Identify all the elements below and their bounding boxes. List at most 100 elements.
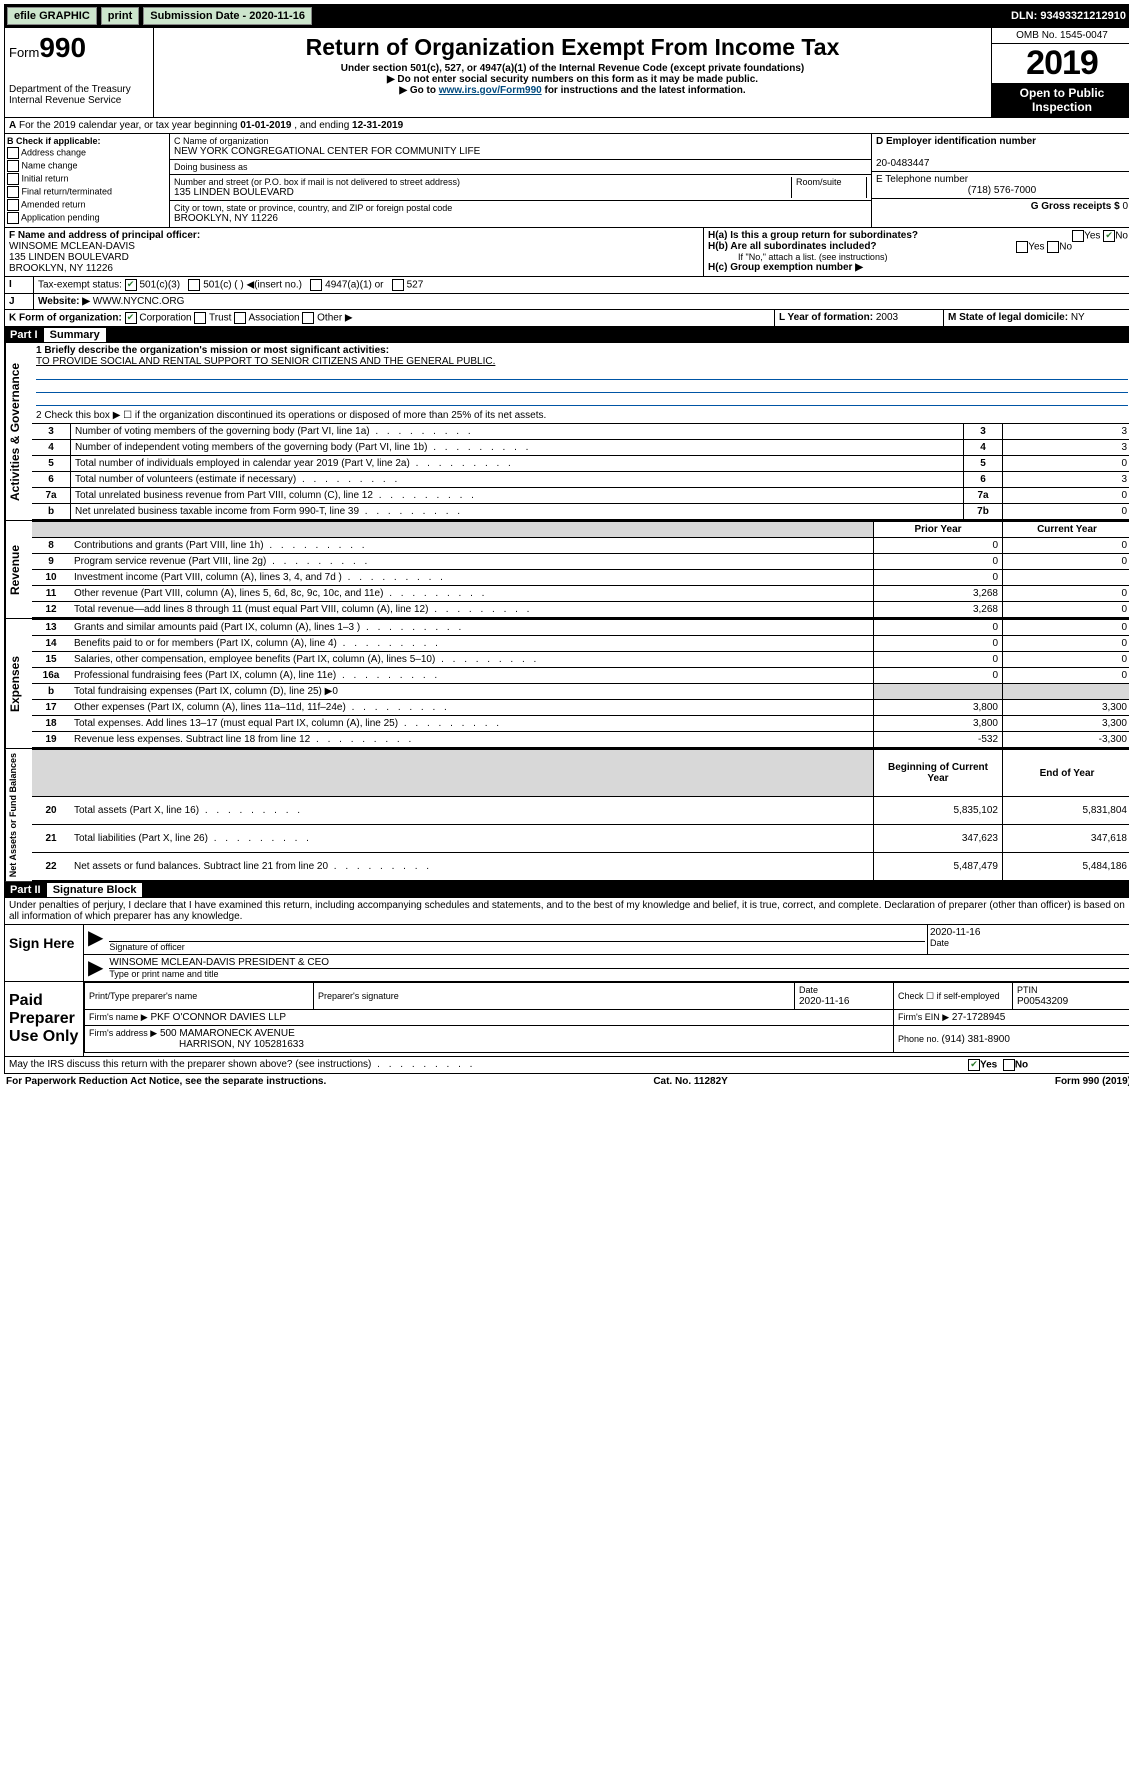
firm-addr1: 500 MAMARONECK AVENUE (160, 1028, 295, 1039)
fh-row: F Name and address of principal officer:… (4, 228, 1129, 277)
page-footer: For Paperwork Reduction Act Notice, see … (4, 1074, 1129, 1089)
period-pre: For the 2019 calendar year, or tax year … (19, 120, 240, 131)
hb-yes-checkbox[interactable] (1016, 241, 1028, 253)
city-value: BROOKLYN, NY 11226 (174, 213, 867, 224)
irs-label: Internal Revenue Service (9, 95, 149, 106)
state-domicile-value: NY (1071, 312, 1085, 323)
expenses-table: 13 Grants and similar amounts paid (Part… (32, 619, 1129, 748)
hb-no: No (1059, 242, 1072, 253)
app-pending-label: Application pending (21, 212, 100, 222)
501c3-checkbox[interactable] (125, 279, 137, 291)
org-name-label: C Name of organization (174, 136, 867, 146)
4947-label: 4947(a)(1) or (325, 280, 383, 291)
corp-checkbox[interactable] (125, 312, 137, 324)
period-begin: 01-01-2019 (240, 120, 291, 131)
efile-label: efile GRAPHIC (7, 7, 97, 25)
paid-preparer-label: Paid Preparer Use Only (5, 982, 84, 1056)
mission-label: 1 Briefly describe the organization's mi… (36, 345, 389, 356)
discuss-no: No (1015, 1060, 1028, 1071)
hc-label: H(c) Group exemption number ▶ (708, 262, 863, 273)
firm-ein-label: Firm's EIN ▶ (898, 1012, 949, 1022)
discuss-no-checkbox[interactable] (1003, 1059, 1015, 1071)
vert-governance: Activities & Governance (5, 343, 32, 520)
hb-yes: Yes (1028, 242, 1044, 253)
part2-title: Signature Block (47, 883, 143, 897)
part1-title: Summary (44, 328, 106, 342)
discuss-row: May the IRS discuss this return with the… (4, 1057, 1129, 1074)
addr-change-checkbox[interactable] (7, 147, 19, 159)
dept-treasury: Department of the Treasury (9, 84, 149, 95)
form-header: Form990 Department of the Treasury Inter… (4, 28, 1129, 118)
dba-label: Doing business as (174, 162, 867, 172)
tax-year: 2019 (992, 44, 1129, 83)
dln-label: DLN: 93493321212910 (1011, 10, 1129, 22)
footer-right: Form 990 (2019) (1055, 1076, 1129, 1087)
type-name-label: Type or print name and title (109, 969, 1129, 979)
501c3-label: 501(c)(3) (139, 280, 180, 291)
ha-no-checkbox[interactable] (1103, 230, 1115, 242)
section-c: C Name of organization NEW YORK CONGREGA… (170, 134, 871, 227)
netassets-table: Beginning of Current Year End of Year20 … (32, 749, 1129, 881)
arrow-icon-2: ▶ (84, 955, 107, 981)
corp-label: Corporation (139, 313, 191, 324)
firm-addr2: HARRISON, NY 105281633 (89, 1039, 304, 1050)
irs-link[interactable]: www.irs.gov/Form990 (439, 85, 542, 96)
period-mid: , and ending (294, 120, 352, 131)
klm-row: K Form of organization: Corporation Trus… (4, 310, 1129, 327)
netassets-section: Net Assets or Fund Balances Beginning of… (4, 749, 1129, 882)
website-value: WWW.NYCNC.ORG (93, 296, 185, 307)
final-return-checkbox[interactable] (7, 186, 19, 198)
app-pending-checkbox[interactable] (7, 212, 19, 224)
sub3-post: for instructions and the latest informat… (542, 85, 746, 96)
4947-checkbox[interactable] (310, 279, 322, 291)
submission-label-text: Submission Date - (150, 10, 249, 22)
form-number: Form990 (9, 32, 149, 64)
vert-netassets: Net Assets or Fund Balances (5, 749, 32, 881)
ha-yes-checkbox[interactable] (1072, 230, 1084, 242)
subtitle-3: ▶ Go to www.irs.gov/Form990 for instruct… (158, 85, 987, 96)
addr-change-label: Address change (21, 147, 86, 157)
period-row: A For the 2019 calendar year, or tax yea… (4, 118, 1129, 134)
prep-name-label: Print/Type preparer's name (89, 991, 197, 1001)
sub3-pre: ▶ Go to (399, 85, 438, 96)
section-b-label: B Check if applicable: (7, 136, 101, 146)
street-label: Number and street (or P.O. box if mail i… (174, 177, 791, 187)
tax-exempt-label: Tax-exempt status: (38, 280, 122, 291)
self-employed-check: Check ☐ if self-employed (894, 983, 1013, 1010)
other-checkbox[interactable] (302, 312, 314, 324)
governance-table: 3 Number of voting members of the govern… (32, 423, 1129, 520)
officer-label: F Name and address of principal officer: (9, 230, 200, 241)
section-deg: D Employer identification number 20-0483… (871, 134, 1129, 227)
paid-preparer-row: Paid Preparer Use Only Print/Type prepar… (4, 982, 1129, 1057)
ha-no: No (1115, 231, 1128, 242)
discuss-text: May the IRS discuss this return with the… (9, 1059, 371, 1070)
part1-body: Activities & Governance 1 Briefly descri… (4, 343, 1129, 521)
city-label: City or town, state or province, country… (174, 203, 867, 213)
prep-date-value: 2020-11-16 (799, 996, 849, 1007)
ein-value: 20-0483447 (876, 158, 929, 169)
sig-date-label: Date (930, 938, 1129, 948)
print-button[interactable]: print (101, 7, 139, 25)
527-checkbox[interactable] (392, 279, 404, 291)
initial-return-checkbox[interactable] (7, 173, 19, 185)
expenses-section: Expenses 13 Grants and similar amounts p… (4, 619, 1129, 749)
subtitle-2: ▶ Do not enter social security numbers o… (158, 74, 987, 85)
discuss-yes-checkbox[interactable] (968, 1059, 980, 1071)
gross-receipts-value: 0 (1122, 201, 1128, 212)
ein-label: D Employer identification number (876, 136, 1036, 147)
assoc-checkbox[interactable] (234, 312, 246, 324)
state-domicile-label: M State of legal domicile: (948, 312, 1071, 323)
final-return-label: Final return/terminated (22, 186, 113, 196)
revenue-section: Revenue Prior Year Current Year8 Contrib… (4, 521, 1129, 619)
amended-checkbox[interactable] (7, 199, 19, 211)
name-change-checkbox[interactable] (7, 160, 19, 172)
hb-no-checkbox[interactable] (1047, 241, 1059, 253)
501c-checkbox[interactable] (188, 279, 200, 291)
form-990-number: 990 (39, 32, 86, 63)
top-toolbar: efile GRAPHIC print Submission Date - 20… (4, 4, 1129, 28)
527-label: 527 (407, 280, 424, 291)
trust-checkbox[interactable] (194, 312, 206, 324)
entity-info-row: B Check if applicable: Address change Na… (4, 134, 1129, 228)
room-label: Room/suite (791, 177, 867, 198)
prep-date-label: Date (799, 985, 818, 995)
